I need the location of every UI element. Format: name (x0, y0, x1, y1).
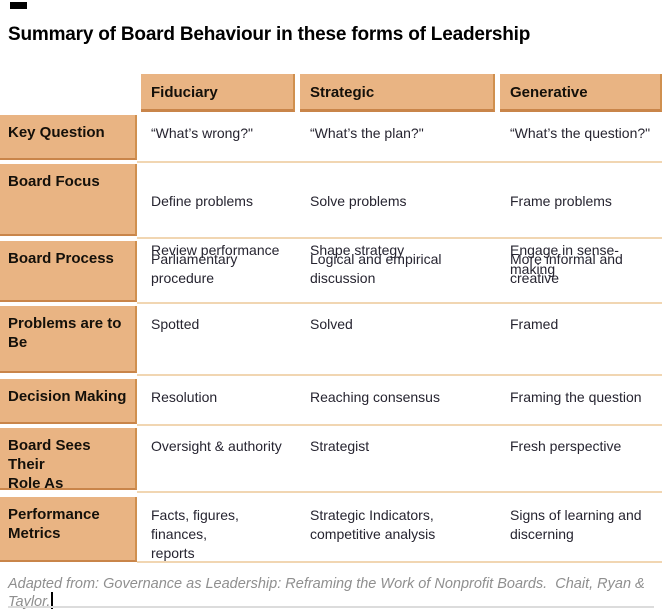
cell-line: Frame problems (510, 192, 612, 209)
cell-key-question-fiduciary: “What’s wrong?" (151, 125, 253, 141)
cell-role-strategic: Strategist (310, 438, 370, 454)
bottom-divider (8, 606, 654, 608)
cell-board-process-fiduciary: Parliamentary procedure (151, 251, 238, 286)
cell-problems-generative: Framed (510, 316, 559, 332)
row-divider (137, 424, 662, 426)
cell-decision-generative: Framing the question (510, 389, 642, 405)
cell-board-process-generative: More informal and creative (510, 251, 623, 286)
window-artifact-mark (10, 2, 27, 9)
cell-line: Solve problems (310, 192, 407, 209)
cell-key-question-strategic: “What’s the plan?" (310, 125, 424, 141)
cell-decision-strategic: Reaching consensus (310, 389, 440, 405)
source-citation[interactable]: Adapted from: Governance as Leadership: … (8, 576, 658, 610)
row-label-key-question: Key Question (0, 115, 137, 160)
cell-board-focus-generative: Frame problems Engage in sense-making (500, 164, 662, 277)
row-label-problems-are-to-be: Problems are to Be (0, 306, 137, 373)
row-divider (137, 237, 662, 239)
column-header-fiduciary: Fiduciary (141, 74, 295, 112)
row-label-board-process: Board Process (0, 241, 137, 302)
cell-board-process-strategic: Logical and empirical discussion (310, 251, 442, 286)
cell-metrics-fiduciary: Facts, figures, finances, reports (151, 507, 239, 561)
row-label-decision-making: Decision Making (0, 379, 137, 424)
row-label-board-role: Board Sees Their Role As (0, 428, 137, 492)
page-title: Summary of Board Behaviour in these form… (8, 24, 531, 45)
cell-line: Engage in sense-making (510, 241, 619, 277)
cell-line: Define problems (151, 192, 253, 209)
cell-metrics-strategic: Strategic Indicators, competitive analys… (310, 507, 436, 542)
cell-metrics-generative: Signs of learning and discerning (510, 507, 642, 542)
row-label-board-focus: Board Focus (0, 164, 137, 236)
cell-problems-fiduciary: Spotted (151, 316, 200, 332)
cell-role-fiduciary: Oversight & authority (151, 438, 282, 454)
row-divider (137, 491, 662, 493)
row-divider (137, 161, 662, 163)
row-divider (137, 302, 662, 304)
cell-line: Review performance (151, 241, 280, 258)
cell-line: Shape strategy (310, 241, 405, 258)
cell-key-question-generative: “What’s the question?" (510, 125, 651, 141)
row-divider (137, 374, 662, 376)
cell-board-focus-fiduciary: Define problems Review performance (141, 164, 295, 258)
row-divider (137, 561, 662, 563)
column-header-strategic: Strategic (300, 74, 495, 112)
citation-text: Adapted from: Governance as Leadership: … (8, 576, 649, 610)
text-cursor (51, 592, 54, 609)
column-header-generative: Generative (500, 74, 662, 112)
cell-problems-strategic: Solved (310, 316, 353, 332)
cell-role-generative: Fresh perspective (510, 438, 622, 454)
cell-decision-fiduciary: Resolution (151, 389, 218, 405)
cell-board-focus-strategic: Solve problems Shape strategy (300, 164, 495, 258)
row-label-performance-metrics: Performance Metrics (0, 497, 137, 562)
